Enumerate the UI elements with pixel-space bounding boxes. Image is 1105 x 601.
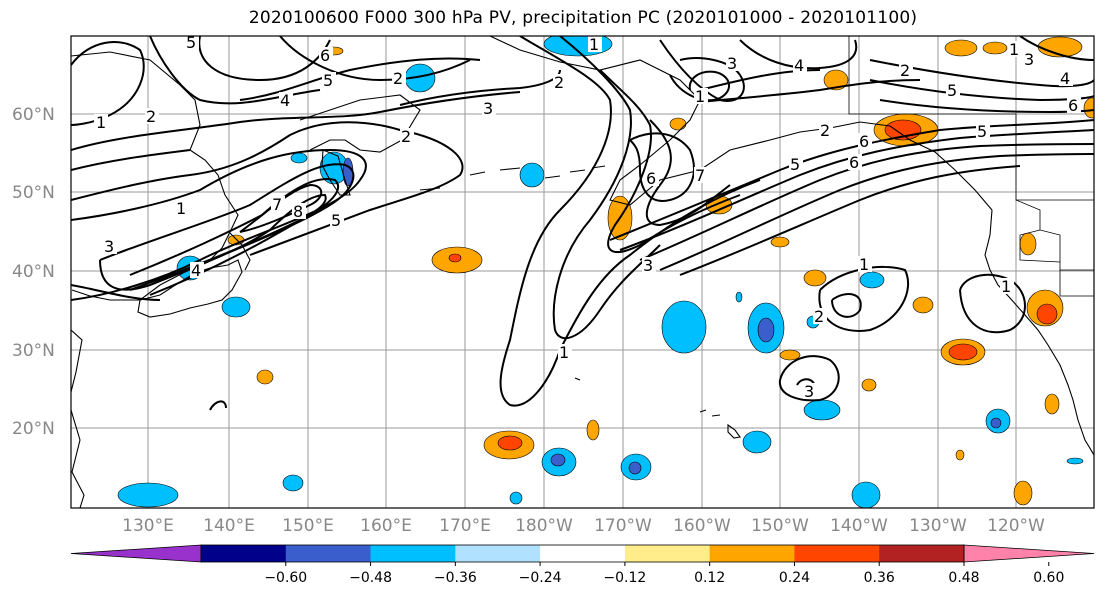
map-frame [70, 35, 1095, 509]
lat-label: 60°N [12, 105, 55, 125]
contour-label: 6 [320, 46, 330, 65]
contour-label: 5 [790, 155, 800, 174]
colorbar-segment [540, 545, 626, 562]
colorbar-segment [455, 545, 541, 562]
lon-label: 130°W [909, 516, 967, 536]
lon-label: 120°W [987, 516, 1045, 536]
contour-label: 3 [727, 54, 737, 73]
contour-label: 5 [186, 33, 196, 52]
lon-label: 150°E [282, 516, 334, 536]
lon-label: 160°E [360, 516, 412, 536]
lon-label: 140°E [203, 516, 255, 536]
contour-label: 2 [146, 107, 156, 126]
contour-label: 4 [794, 56, 804, 75]
contour-label: 2 [820, 121, 830, 140]
contour-label: 6 [1068, 96, 1078, 115]
lon-label: 170°E [439, 516, 491, 536]
colorbar-segment [709, 545, 795, 562]
colorbar-segment [624, 545, 711, 562]
lat-label: 50°N [12, 183, 55, 203]
colorbar-tick-label: −0.60 [264, 570, 307, 586]
colorbar-tick-label: 0.24 [779, 570, 810, 586]
contour-label: 1 [559, 343, 569, 362]
colorbar-tick-label: −0.24 [519, 570, 562, 586]
contour-label: 3 [104, 237, 114, 256]
contour-label: 2 [554, 73, 564, 92]
contour-label: 2 [393, 69, 403, 88]
contour-label: 3 [483, 99, 493, 118]
contour-label: 3 [1024, 50, 1034, 69]
colorbar [70, 544, 1095, 563]
contour-label: 2 [814, 307, 824, 326]
contour-label: 1 [176, 199, 186, 218]
precip-negative-patches [117, 36, 1084, 508]
map-title: 2020100600 F000 300 hPa PV, precipitatio… [248, 8, 918, 28]
colorbar-segment [285, 545, 372, 562]
colorbar-tick-labels: −0.60 −0.48 −0.36 −0.24 −0.12 0.12 0.24 0.36 0.4… [264, 562, 1064, 586]
lon-label: 150°W [751, 516, 809, 536]
colorbar-segment [794, 545, 880, 562]
contour-label: 5 [947, 81, 957, 100]
contour-label: 6 [859, 132, 869, 151]
contour-label: 1 [859, 255, 869, 274]
contour-labels: 1 2 3 4 4 6 5 2 3 2 7 8 5 1 [94, 33, 1081, 401]
colorbar-segment [370, 545, 456, 562]
contour-label: 7 [272, 195, 282, 214]
colorbar-segment [201, 545, 287, 562]
contour-label: 8 [293, 202, 303, 221]
lon-label: 130°E [122, 516, 174, 536]
contour-label: 4 [191, 261, 201, 280]
contour-label: 3 [643, 256, 653, 275]
contour-label: 1 [589, 35, 599, 54]
longitude-labels: 130°E 140°E 150°E 160°E 170°E 180°W 170°… [122, 516, 1045, 536]
colorbar-tick-label: 0.36 [864, 570, 895, 586]
colorbar-outline [200, 544, 965, 563]
political-borders [848, 36, 1094, 297]
contour-label: 1 [96, 113, 106, 132]
lat-label: 20°N [12, 419, 55, 439]
lon-label: 170°W [594, 516, 652, 536]
contour-label: 5 [323, 71, 333, 90]
contour-label: 1 [1001, 277, 1011, 296]
contour-label: 5 [977, 122, 987, 141]
colorbar-tick-label: −0.36 [434, 570, 477, 586]
contour-label: 6 [646, 169, 656, 188]
colorbar-extend-max [963, 544, 1095, 563]
colorbar-tick-label: 0.12 [694, 570, 725, 586]
colorbar-tick-label: −0.48 [349, 570, 392, 586]
colorbar-segment [879, 545, 965, 562]
colorbar-extend-min [70, 544, 202, 563]
contour-label: 1 [1009, 40, 1019, 59]
colorbar-tick-label: −0.12 [603, 570, 646, 586]
lon-label: 160°W [673, 516, 731, 536]
lat-label: 40°N [12, 262, 55, 282]
colorbar-tick-label: 0.48 [948, 570, 979, 586]
contour-label: 7 [695, 166, 705, 185]
lat-label: 30°N [12, 341, 55, 361]
contour-label: 4 [1060, 69, 1070, 88]
contour-label: 4 [280, 91, 290, 110]
colorbar-tick-label: 0.60 [1033, 570, 1064, 586]
lon-label: 140°W [830, 516, 888, 536]
contour-label: 2 [401, 127, 411, 146]
lon-label: 180°W [515, 516, 573, 536]
contour-label: 2 [900, 61, 910, 80]
contour-label: 3 [804, 382, 814, 401]
contour-label: 5 [331, 211, 341, 230]
contour-label: 1 [695, 87, 705, 106]
contour-label: 6 [849, 153, 859, 172]
latitude-labels: 60°N 50°N 40°N 30°N 20°N [12, 105, 55, 439]
